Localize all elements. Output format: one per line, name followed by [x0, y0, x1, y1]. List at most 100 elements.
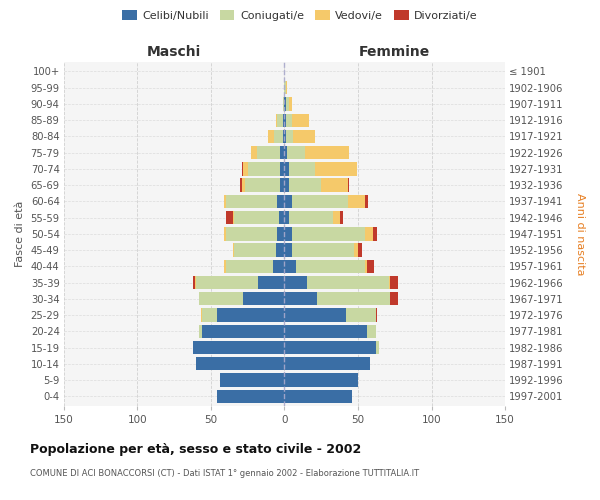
Y-axis label: Anni di nascita: Anni di nascita: [575, 192, 585, 275]
Bar: [245, 178, 280, 192]
Bar: [296, 260, 365, 273]
Bar: [284, 308, 346, 322]
Bar: [224, 227, 226, 240]
Bar: [284, 341, 376, 354]
Bar: [365, 194, 368, 208]
Bar: [284, 244, 292, 256]
Bar: [280, 178, 284, 192]
Bar: [284, 260, 296, 273]
Bar: [292, 194, 348, 208]
Bar: [235, 211, 278, 224]
Bar: [348, 178, 349, 192]
Bar: [286, 81, 287, 94]
Bar: [251, 146, 257, 160]
Bar: [199, 324, 202, 338]
Bar: [289, 211, 333, 224]
Bar: [233, 211, 235, 224]
Text: COMUNE DI ACI BONACCORSI (CT) - Dati ISTAT 1° gennaio 2002 - Elaborazione TUTTIT: COMUNE DI ACI BONACCORSI (CT) - Dati IST…: [30, 469, 419, 478]
Bar: [284, 292, 317, 306]
Bar: [280, 146, 284, 160]
Bar: [220, 374, 284, 386]
Bar: [391, 276, 398, 289]
Bar: [226, 194, 277, 208]
Bar: [217, 390, 284, 403]
Bar: [241, 178, 242, 192]
Bar: [284, 324, 367, 338]
Bar: [243, 292, 284, 306]
Bar: [226, 211, 233, 224]
Bar: [317, 292, 391, 306]
Bar: [292, 244, 353, 256]
Legend: Celibi/Nubili, Coniugati/e, Vedovi/e, Divorziati/e: Celibi/Nubili, Coniugati/e, Vedovi/e, Di…: [118, 6, 482, 25]
Bar: [283, 98, 284, 110]
Bar: [333, 211, 340, 224]
Bar: [193, 341, 284, 354]
Text: Maschi: Maschi: [147, 46, 201, 60]
Bar: [193, 276, 195, 289]
Text: Popolazione per età, sesso e stato civile - 2002: Popolazione per età, sesso e stato civil…: [30, 442, 361, 456]
Bar: [283, 114, 284, 127]
Bar: [202, 324, 284, 338]
Bar: [217, 308, 284, 322]
Bar: [257, 146, 280, 160]
Bar: [274, 130, 283, 143]
Bar: [233, 244, 235, 256]
Bar: [286, 98, 289, 110]
Bar: [367, 324, 376, 338]
Bar: [284, 162, 289, 175]
Bar: [376, 341, 379, 354]
Bar: [292, 227, 365, 240]
Bar: [287, 146, 305, 160]
Bar: [305, 146, 349, 160]
Bar: [284, 374, 358, 386]
Bar: [365, 227, 373, 240]
Bar: [273, 260, 284, 273]
Bar: [284, 178, 289, 192]
Bar: [226, 227, 277, 240]
Bar: [389, 276, 391, 289]
Bar: [367, 260, 374, 273]
Bar: [284, 130, 286, 143]
Bar: [242, 178, 245, 192]
Bar: [289, 178, 321, 192]
Bar: [286, 114, 292, 127]
Text: Femmine: Femmine: [359, 46, 430, 60]
Bar: [277, 227, 284, 240]
Bar: [284, 227, 292, 240]
Bar: [196, 276, 258, 289]
Bar: [202, 308, 217, 322]
Bar: [289, 162, 316, 175]
Bar: [284, 390, 352, 403]
Bar: [340, 211, 343, 224]
Bar: [283, 130, 284, 143]
Bar: [284, 98, 286, 110]
Bar: [200, 308, 202, 322]
Bar: [277, 114, 283, 127]
Bar: [365, 260, 367, 273]
Bar: [235, 244, 275, 256]
Bar: [286, 130, 293, 143]
Bar: [292, 114, 310, 127]
Bar: [196, 357, 284, 370]
Bar: [275, 244, 284, 256]
Bar: [284, 114, 286, 127]
Bar: [284, 81, 286, 94]
Bar: [243, 162, 248, 175]
Bar: [293, 130, 316, 143]
Bar: [376, 308, 377, 322]
Bar: [195, 276, 196, 289]
Bar: [199, 292, 243, 306]
Bar: [284, 276, 307, 289]
Bar: [284, 357, 370, 370]
Bar: [284, 211, 289, 224]
Bar: [373, 227, 377, 240]
Bar: [258, 276, 284, 289]
Bar: [307, 276, 389, 289]
Bar: [275, 114, 277, 127]
Bar: [321, 178, 348, 192]
Bar: [316, 162, 356, 175]
Bar: [346, 308, 376, 322]
Bar: [353, 244, 358, 256]
Bar: [277, 194, 284, 208]
Bar: [284, 194, 292, 208]
